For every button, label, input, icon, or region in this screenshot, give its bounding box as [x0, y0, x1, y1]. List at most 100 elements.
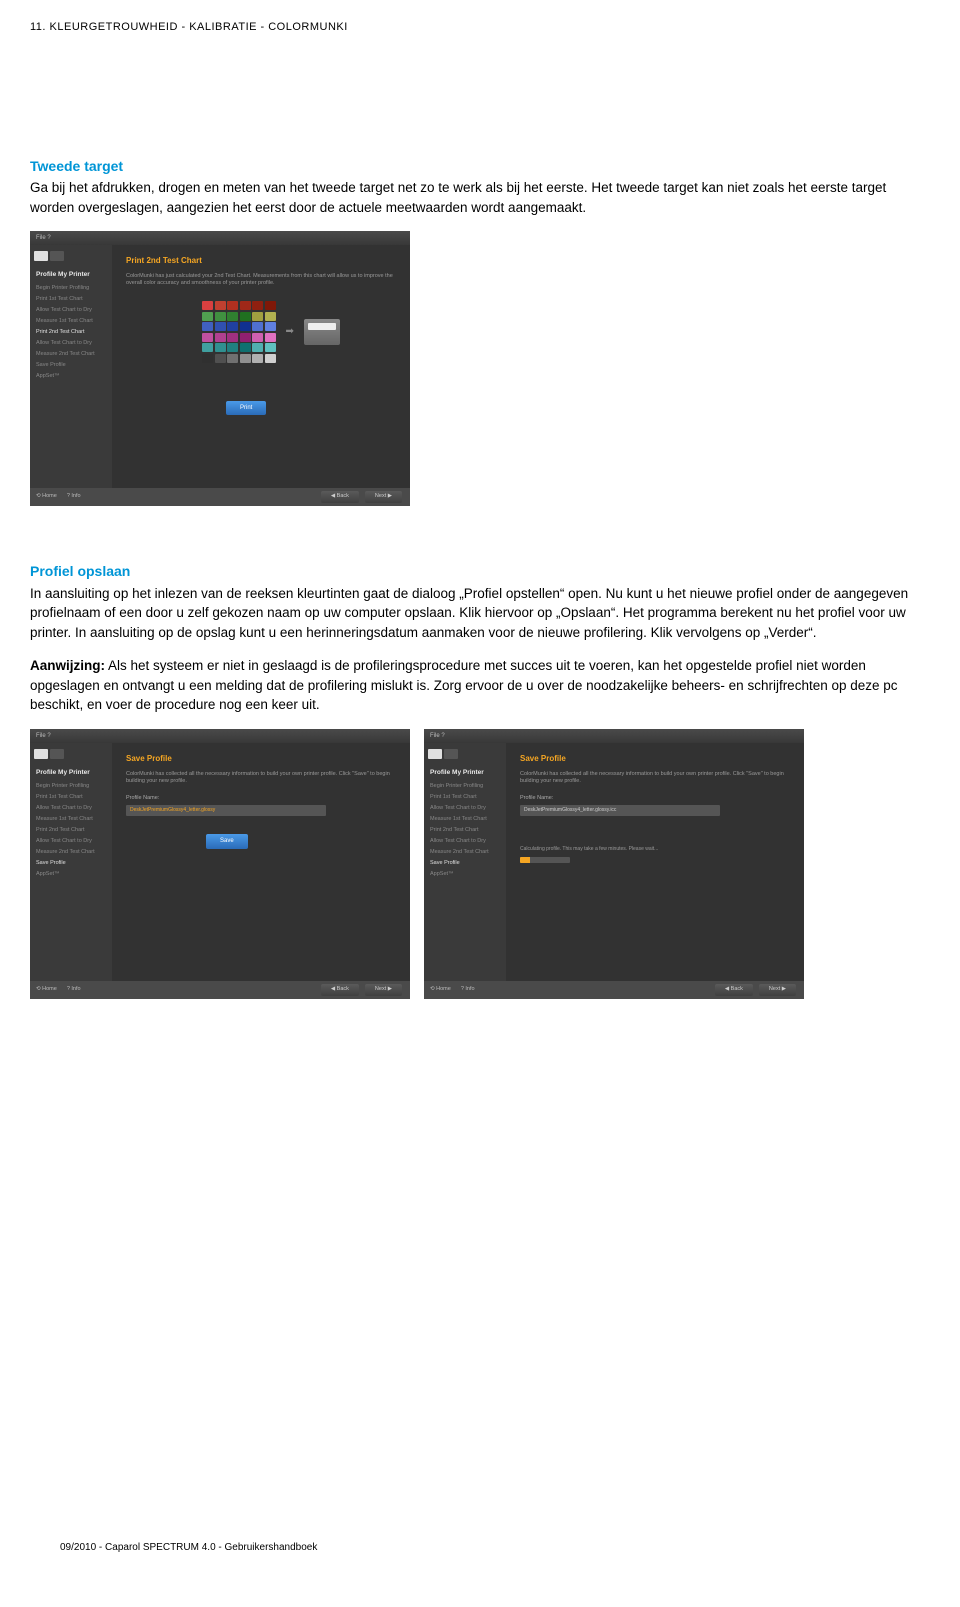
device-icon [34, 749, 48, 759]
footer-left: ⟲ Home ? Info [30, 488, 112, 506]
color-swatch [265, 312, 276, 321]
page-header: 11. KLEURGETROUWHEID - KALIBRATIE - COLO… [30, 20, 930, 36]
info-button[interactable]: ? Info [67, 493, 81, 501]
next-button[interactable]: Next ▶ [759, 984, 796, 996]
profile-name-input[interactable]: DeskJetPremiumGlossy4_letter.glossy.icc [520, 805, 720, 816]
printer-icon [304, 319, 340, 345]
progress-label: Calculating profile. This may take a few… [520, 846, 658, 853]
device-icon [34, 251, 48, 261]
color-swatch [252, 301, 263, 310]
home-button[interactable]: ⟲ Home [36, 986, 57, 994]
sidebar-item[interactable]: Save Profile [30, 858, 112, 869]
profile-name-input[interactable]: DeskJetPremiumGlossy4_letter.glossy [126, 805, 326, 816]
section2-heading: Profiel opslaan [30, 561, 930, 581]
app-sidebar: Profile My Printer Begin Printer Profili… [30, 245, 112, 488]
home-button[interactable]: ⟲ Home [430, 986, 451, 994]
color-swatch [252, 354, 263, 363]
section2-para1: In aansluiting op het inlezen van de ree… [30, 584, 930, 643]
sidebar-item[interactable]: Print 2nd Test Chart [30, 825, 112, 836]
color-swatch [215, 301, 226, 310]
color-swatch [265, 301, 276, 310]
color-swatch [240, 312, 251, 321]
color-swatch [202, 333, 213, 342]
sidebar-item[interactable]: Measure 2nd Test Chart [30, 350, 112, 361]
sidebar-item[interactable]: Allow Test Chart to Dry [30, 306, 112, 317]
sidebar-item[interactable]: Print 1st Test Chart [30, 792, 112, 803]
sidebar-item[interactable]: Measure 1st Test Chart [30, 317, 112, 328]
sidebar-item[interactable]: Begin Printer Profiling [30, 781, 112, 792]
panel-heading: Print 2nd Test Chart [126, 255, 396, 267]
color-swatch [227, 301, 238, 310]
sidebar-item[interactable]: Allow Test Chart to Dry [30, 803, 112, 814]
sidebar-item[interactable]: Measure 1st Test Chart [424, 814, 506, 825]
sidebar-item[interactable]: Begin Printer Profiling [30, 284, 112, 295]
panel-subtext: ColorMunki has just calculated your 2nd … [126, 273, 396, 287]
screenshot-save-profile: File ? Profile My Printer Begin Printer … [30, 729, 410, 999]
sidebar-item[interactable]: Measure 2nd Test Chart [424, 847, 506, 858]
color-swatch [202, 312, 213, 321]
sidebar-item[interactable]: Print 2nd Test Chart [30, 328, 112, 339]
back-button[interactable]: ◀ Back [321, 984, 359, 996]
color-swatch [215, 343, 226, 352]
color-swatch [265, 354, 276, 363]
window-titlebar: File ? [424, 729, 804, 743]
sidebar-title: Profile My Printer [30, 765, 112, 781]
profile-name-label: Profile Name: [126, 795, 396, 803]
sidebar-item[interactable]: Save Profile [30, 361, 112, 372]
color-swatch [252, 333, 263, 342]
sidebar-item[interactable]: AppSet™ [424, 869, 506, 880]
app-main: Save Profile ColorMunki has collected al… [112, 743, 410, 981]
color-swatch [227, 312, 238, 321]
aanwijzing-text: Als het systeem er niet in geslaagd is d… [30, 658, 898, 712]
print-button[interactable]: Print [226, 401, 266, 416]
app-sidebar: Profile My Printer Begin Printer Profili… [424, 743, 506, 981]
sidebar-item[interactable]: AppSet™ [30, 869, 112, 880]
section1-text: Ga bij het afdrukken, drogen en meten va… [30, 178, 930, 217]
color-swatch [227, 333, 238, 342]
sidebar-item[interactable]: AppSet™ [30, 372, 112, 383]
color-swatch [240, 354, 251, 363]
color-swatch [227, 354, 238, 363]
device-icon [428, 749, 442, 759]
sidebar-item[interactable]: Begin Printer Profiling [424, 781, 506, 792]
home-button[interactable]: ⟲ Home [36, 493, 57, 501]
panel-subtext: ColorMunki has collected all the necessa… [520, 771, 790, 785]
sidebar-item[interactable]: Print 2nd Test Chart [424, 825, 506, 836]
color-swatch-grid [202, 301, 276, 363]
sidebar-item[interactable]: Allow Test Chart to Dry [30, 339, 112, 350]
sidebar-item[interactable]: Print 1st Test Chart [424, 792, 506, 803]
window-titlebar: File ? [30, 231, 410, 245]
panel-subtext: ColorMunki has collected all the necessa… [126, 771, 396, 785]
info-button[interactable]: ? Info [67, 986, 81, 994]
sidebar-item[interactable]: Save Profile [424, 858, 506, 869]
sidebar-item[interactable]: Print 1st Test Chart [30, 295, 112, 306]
color-swatch [252, 343, 263, 352]
sidebar-item[interactable]: Measure 2nd Test Chart [30, 847, 112, 858]
next-button[interactable]: Next ▶ [365, 491, 402, 503]
color-swatch [215, 333, 226, 342]
footer-left: ⟲ Home ? Info [30, 981, 112, 999]
panel-heading: Save Profile [520, 753, 790, 765]
next-button[interactable]: Next ▶ [365, 984, 402, 996]
sidebar-item[interactable]: Allow Test Chart to Dry [30, 836, 112, 847]
color-swatch [202, 322, 213, 331]
color-swatch [202, 343, 213, 352]
app-main: Print 2nd Test Chart ColorMunki has just… [112, 245, 410, 488]
color-swatch [265, 343, 276, 352]
sidebar-item[interactable]: Allow Test Chart to Dry [424, 836, 506, 847]
sidebar-item[interactable]: Measure 1st Test Chart [30, 814, 112, 825]
device-icon [50, 749, 64, 759]
progress-bar [520, 857, 570, 863]
screenshot-print-chart: File ? Profile My Printer Begin Printer … [30, 231, 930, 506]
window-titlebar: File ? [30, 729, 410, 743]
back-button[interactable]: ◀ Back [321, 491, 359, 503]
color-swatch [252, 322, 263, 331]
info-button[interactable]: ? Info [461, 986, 475, 994]
back-button[interactable]: ◀ Back [715, 984, 753, 996]
color-swatch [215, 322, 226, 331]
save-button[interactable]: Save [206, 834, 248, 849]
color-swatch [215, 312, 226, 321]
sidebar-title: Profile My Printer [30, 267, 112, 283]
sidebar-item[interactable]: Allow Test Chart to Dry [424, 803, 506, 814]
footer-left: ⟲ Home ? Info [424, 981, 506, 999]
